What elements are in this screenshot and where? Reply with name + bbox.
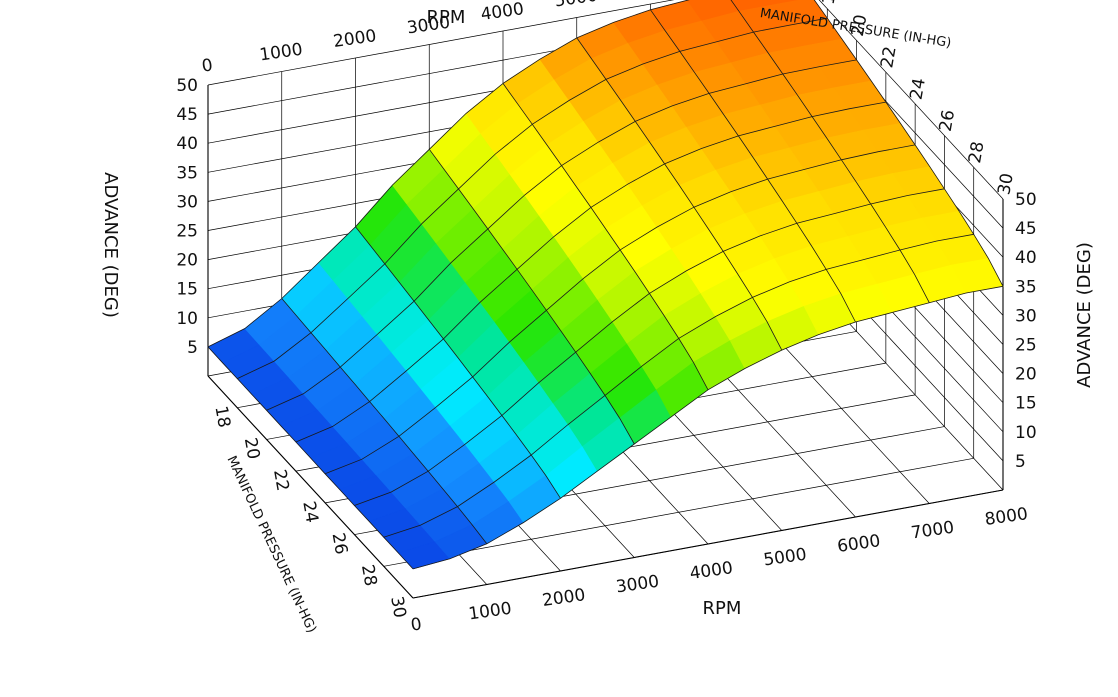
left-advance-tick-label: 45 xyxy=(176,105,198,125)
bottom-rpm-tick-label: 4000 xyxy=(688,558,734,584)
left-advance-tick-label: 35 xyxy=(176,163,198,183)
left-pressure-tick-label: 30 xyxy=(386,595,409,620)
top-pressure-tick-label: 22 xyxy=(877,45,900,70)
bottom-rpm-tick-label: 2000 xyxy=(541,585,587,611)
left-advance-tick-label: 10 xyxy=(176,309,198,329)
right-advance-tick-label: 25 xyxy=(1015,336,1037,356)
advance-surface xyxy=(207,0,1004,570)
bottom-rpm-tick-label: 5000 xyxy=(762,545,808,571)
top-rpm-tick-label: 5000 xyxy=(553,0,599,11)
right-advance-tick-label: 50 xyxy=(1015,190,1037,210)
left-pressure-tick-label: 22 xyxy=(269,468,292,493)
surface-rpm-mesh-line xyxy=(207,346,414,570)
surface-rpm-mesh-line xyxy=(730,0,930,303)
left-advance-tick-label: 30 xyxy=(176,192,198,212)
top-pressure-tick-label: 24 xyxy=(906,77,929,102)
left-pressure-axis-line xyxy=(207,375,414,599)
floor-grid-line xyxy=(383,457,974,567)
left-advance-tick-label: 20 xyxy=(176,251,198,271)
left-advance-axis-title: ADVANCE (DEG) xyxy=(100,172,121,318)
surface-rpm-mesh-line xyxy=(650,9,856,323)
left-pressure-tick-label: 26 xyxy=(328,531,351,556)
left-pressure-tick-label: 24 xyxy=(298,500,321,525)
surface-rpm-mesh-line xyxy=(502,83,709,390)
bottom-rpm-tick-label: 1000 xyxy=(467,599,513,625)
top-pressure-tick-label: 20 xyxy=(848,13,871,38)
left-advance-tick-label: 5 xyxy=(187,338,198,358)
surface-rpm-mesh-line xyxy=(576,37,783,351)
surface-pressure-mesh-line xyxy=(383,233,974,538)
right-advance-tick-label: 5 xyxy=(1015,452,1026,472)
surface-pressure-mesh-line xyxy=(207,0,690,348)
surface-pressure-mesh-line xyxy=(295,101,886,443)
left-pressure-tick-label: 20 xyxy=(240,436,263,461)
top-pressure-tick-label: 26 xyxy=(936,108,959,133)
surface-pressure-mesh-line xyxy=(266,59,857,411)
bottom-rpm-axis-title: RPM xyxy=(703,598,742,619)
top-rpm-tick-label: 4000 xyxy=(479,0,525,25)
surface-rpm-mesh-line xyxy=(355,226,561,499)
right-advance-tick-label: 45 xyxy=(1015,219,1037,239)
tick-labels: 0010001000200020003000300040004000500050… xyxy=(176,0,1036,636)
surface-rpm-mesh-line xyxy=(281,298,488,545)
surface-pressure-mesh-line xyxy=(237,17,828,379)
right-advance-tick-label: 30 xyxy=(1015,306,1037,326)
right-advance-axis-title: ADVANCE (DEG) xyxy=(1074,242,1095,388)
left-pressure-tick-label: 18 xyxy=(210,404,233,429)
bottom-rpm-tick-label: 7000 xyxy=(910,518,956,544)
bottom-rpm-tick-label: 3000 xyxy=(615,572,661,598)
surface-rpm-mesh-line xyxy=(813,0,1004,287)
front-rpm-axis-line xyxy=(412,489,1004,599)
right-advance-tick-label: 40 xyxy=(1015,248,1037,268)
top-pressure-tick-label: 28 xyxy=(965,140,988,165)
bottom-rpm-tick-label: 8000 xyxy=(983,504,1029,530)
top-pressure-tick-label: 30 xyxy=(994,172,1017,197)
surface-pressure-mesh-line xyxy=(354,188,945,506)
left-advance-tick-label: 25 xyxy=(176,222,198,242)
side-wall-grid-line xyxy=(818,0,1004,200)
top-rpm-tick-label: 2000 xyxy=(332,26,378,52)
right-advance-tick-label: 20 xyxy=(1015,365,1037,385)
top-pressure-tick-label: 18 xyxy=(819,0,842,6)
surface-pressure-mesh-line xyxy=(412,285,1004,570)
right-advance-tick-label: 35 xyxy=(1015,277,1037,297)
right-advance-tick-label: 10 xyxy=(1015,423,1037,443)
left-pressure-tick-label: 28 xyxy=(357,563,380,588)
top-rpm-tick-label: 1000 xyxy=(258,40,304,66)
bottom-rpm-tick-label: 0 xyxy=(410,614,424,635)
bottom-rpm-tick-label: 6000 xyxy=(836,531,882,557)
top-rpm-tick-label: 0 xyxy=(201,55,215,76)
left-advance-tick-label: 40 xyxy=(176,134,198,154)
surface-pressure-mesh-line xyxy=(324,144,916,475)
left-advance-tick-label: 50 xyxy=(176,76,198,96)
left-advance-tick-label: 15 xyxy=(176,280,198,300)
top-rpm-axis-title: RPM xyxy=(427,7,466,28)
surface-rpm-mesh-line xyxy=(428,149,635,445)
right-advance-tick-label: 15 xyxy=(1015,394,1037,414)
